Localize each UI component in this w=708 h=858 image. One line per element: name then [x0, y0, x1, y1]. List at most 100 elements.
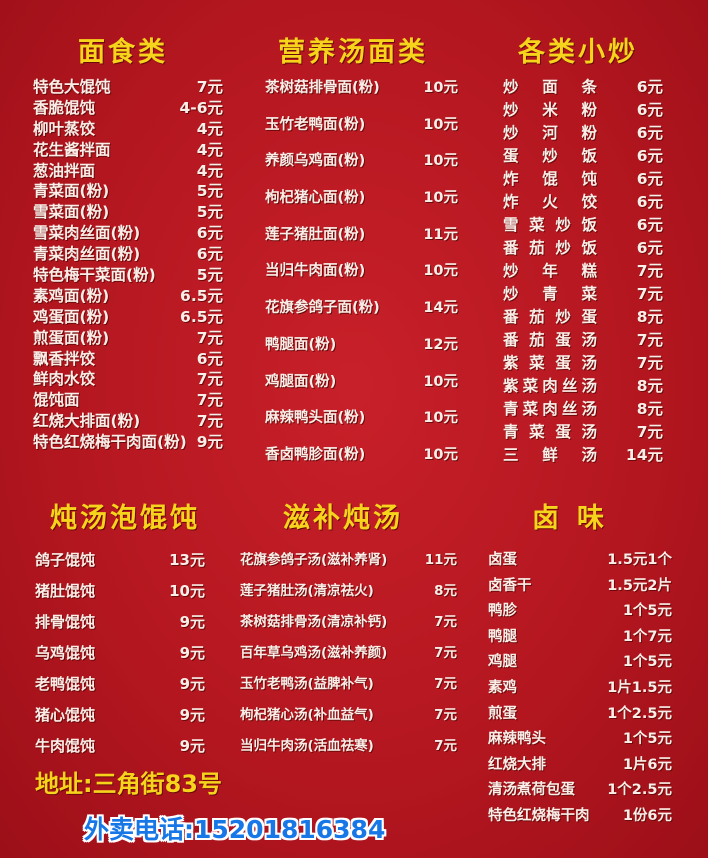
menu-item-price: 1个2.5元 [607, 705, 672, 722]
menu-item-price: 1.5元1个 [607, 552, 672, 568]
menu-item: 玉竹老鸭汤(益脾补气) 7元 [240, 674, 457, 705]
menu-item-price: 6元 [196, 245, 223, 264]
menu-item-name: 牛肉馄饨 [35, 737, 96, 755]
menu-item-price: 1.5元2片 [607, 577, 672, 594]
menu-item: 特色梅干菜面(粉) 5元 [33, 265, 223, 286]
menu-item: 番茄炒饭 6元 [503, 238, 663, 261]
soup-noodles-list: 茶树菇排骨面(粉) 10元 玉竹老鸭面(粉) 10元 养颜乌鸡面(粉) 10元 枸杞猪心面(… [265, 78, 458, 482]
menu-item: 炒面条 6元 [503, 77, 663, 100]
menu-item-price: 5元 [196, 203, 223, 222]
menu-item: 鸡腿 1个5元 [488, 652, 672, 678]
menu-item-name: 莲子猪肚汤(清凉祛火) [240, 583, 374, 599]
menu-item: 柳叶蒸饺 4元 [33, 119, 223, 140]
menu-item-name: 莲子猪肚面(粉) [265, 226, 366, 243]
menu-item: 莲子猪肚面(粉) 11元 [265, 225, 458, 262]
menu-item-price: 6元 [636, 101, 663, 119]
menu-item: 蛋炒饭 6元 [503, 146, 663, 169]
menu-item: 乌鸡馄饨 9元 [35, 643, 205, 674]
menu-item-price: 8元 [636, 400, 663, 418]
menu-item: 当归牛肉汤(活血祛寒) 7元 [240, 736, 457, 767]
menu-item-price: 10元 [423, 190, 458, 207]
menu-item-name: 鸭腿 [488, 628, 517, 645]
menu-item: 雪菜面(粉) 5元 [33, 202, 223, 223]
menu-item-name: 鸡蛋面(粉) [33, 307, 110, 326]
menu-item-price: 9元 [179, 613, 205, 631]
menu-item-name: 猪肚馄饨 [35, 582, 96, 600]
menu-item-name: 番茄炒蛋 [503, 308, 597, 326]
menu-item: 鲜肉水饺 7元 [33, 369, 223, 390]
menu-item-name: 雪菜面(粉) [33, 203, 110, 222]
menu-item: 卤香干 1.5元2片 [488, 576, 672, 602]
menu-item: 红烧大排面(粉) 7元 [33, 411, 223, 432]
menu-item: 三鲜汤 14元 [503, 445, 663, 468]
menu-item-price: 6元 [636, 170, 663, 188]
menu-item: 煎蛋面(粉) 7元 [33, 328, 223, 349]
menu-item-name: 玉竹老鸭汤(益脾补气) [240, 676, 374, 692]
menu-item-price: 9元 [179, 644, 205, 662]
noodles-list: 特色大馄饨 7元 香脆馄饨 4-6元 柳叶蒸饺 4元 花生酱拌面 4元 葱油拌面 4元 青菜面(粉)… [33, 77, 223, 453]
section-title-wonton: 炖汤泡馄饨 [50, 503, 200, 534]
menu-item-price: 4元 [196, 119, 223, 138]
menu-item-price: 9元 [179, 737, 205, 755]
section-title-noodles: 面食类 [78, 37, 168, 68]
menu-item-name: 青菜肉丝面(粉) [33, 245, 141, 264]
menu-item-price: 7元 [636, 262, 663, 280]
menu-item-price: 6元 [636, 239, 663, 257]
menu-item: 鸽子馄饨 13元 [35, 550, 205, 581]
menu-item-price: 10元 [423, 116, 458, 133]
menu-item-name: 炒青菜 [503, 285, 597, 303]
delivery-phone: 外卖电话:15201816384 [84, 815, 386, 844]
braised-list: 卤蛋 1.5元1个 卤香干 1.5元2片 鸭胗 1个5元 鸭腿 1个7元 鸡腿 1个5元 素鸡 1片1… [488, 550, 672, 832]
menu-item: 紫菜肉丝汤 8元 [503, 376, 663, 399]
menu-item: 老鸭馄饨 9元 [35, 674, 205, 705]
menu-item-price: 1个2.5元 [607, 782, 672, 799]
menu-item-price: 6.5元 [180, 286, 223, 305]
menu-item-price: 13元 [169, 551, 205, 569]
menu-item-price: 4-6元 [179, 98, 223, 117]
menu-item-name: 百年草乌鸡汤(滋补养颜) [240, 645, 388, 661]
menu-item-name: 猪心馄饨 [35, 706, 96, 724]
menu-item-name: 清汤煮荷包蛋 [488, 782, 575, 799]
menu-item: 茶树菇排骨汤(清凉补钙) 7元 [240, 612, 457, 643]
menu-item-price: 10元 [423, 80, 458, 96]
tonic-soup-list: 花旗参鸽子汤(滋补养肾) 11元 莲子猪肚汤(清凉祛火) 8元 茶树菇排骨汤(清凉补钙)… [240, 550, 457, 767]
menu-item-price: 11元 [424, 552, 457, 568]
menu-item-name: 枸杞猪心汤(补血益气) [240, 707, 374, 723]
menu-item-name: 煎蛋 [488, 705, 517, 722]
menu-item-name: 特色红烧梅干肉 [488, 807, 590, 824]
menu-item: 雪菜肉丝面(粉) 6元 [33, 223, 223, 244]
menu-item-name: 葱油拌面 [33, 161, 96, 180]
menu-item: 鸭腿面(粉) 12元 [265, 335, 458, 372]
menu-item-name: 枸杞猪心面(粉) [265, 190, 366, 207]
menu-item-price: 14元 [625, 446, 663, 464]
menu-item: 枸杞猪心汤(补血益气) 7元 [240, 705, 457, 736]
menu-item: 当归牛肉面(粉) 10元 [265, 261, 458, 298]
address: 地址:三角街83号 [35, 770, 222, 798]
menu-item-name: 青菜面(粉) [33, 182, 110, 201]
menu-item-name: 三鲜汤 [503, 446, 597, 464]
menu-item-price: 7元 [434, 707, 457, 723]
menu-item-name: 鸽子馄饨 [35, 551, 96, 569]
menu-item-price: 1片1.5元 [607, 679, 672, 696]
menu-item: 紫菜蛋汤 7元 [503, 353, 663, 376]
menu-item-name: 养颜乌鸡面(粉) [265, 153, 366, 170]
menu-item-price: 6.5元 [180, 307, 223, 326]
menu-item-price: 5元 [196, 266, 223, 285]
menu-item-name: 煎蛋面(粉) [33, 328, 110, 347]
menu-item: 煎蛋 1个2.5元 [488, 704, 672, 730]
menu-item: 花旗参鸽子汤(滋补养肾) 11元 [240, 550, 457, 581]
menu-item: 青菜肉丝面(粉) 6元 [33, 244, 223, 265]
menu-item-name: 花旗参鸽子面(粉) [265, 300, 380, 317]
menu-item-name: 老鸭馄饨 [35, 675, 96, 693]
menu-item-price: 7元 [196, 370, 223, 389]
menu-item-name: 当归牛肉面(粉) [265, 263, 366, 280]
menu-item-name: 番茄蛋汤 [503, 331, 597, 349]
menu-item-price: 8元 [636, 377, 663, 395]
menu-item-name: 鸡腿 [488, 654, 517, 671]
menu-item: 特色大馄饨 7元 [33, 77, 223, 98]
menu-item-name: 卤蛋 [488, 552, 517, 568]
menu-item-price: 1个5元 [622, 731, 672, 748]
menu-item-price: 7元 [196, 391, 223, 410]
menu-item-name: 鸡腿面(粉) [265, 373, 337, 390]
menu-item: 特色红烧梅干肉面(粉) 9元 [33, 432, 223, 453]
